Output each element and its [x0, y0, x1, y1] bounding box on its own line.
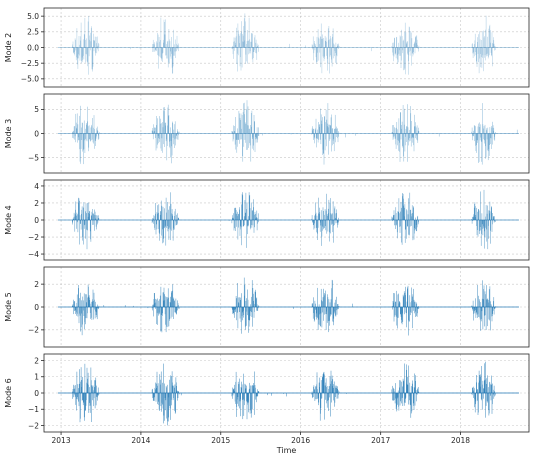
signal-trace [72, 189, 496, 250]
y-tick-label: −2.5 [21, 59, 39, 68]
panel-frame [43, 179, 530, 261]
y-tick-label: −2 [28, 326, 39, 335]
y-axis-label: Mode 6 [4, 378, 13, 407]
panel-frame [43, 266, 530, 348]
y-axis-label: Mode 2 [4, 33, 13, 62]
y-tick-label: 5 [34, 105, 39, 114]
panel-2: −5 0 5 Mode 3 [4, 93, 530, 174]
x-tick-label: 2016 [291, 436, 310, 445]
y-axis-label: Mode 4 [4, 205, 13, 234]
y-tick-label: 0 [34, 389, 39, 398]
panel-frame [43, 353, 530, 433]
y-tick-label: 5.0 [27, 12, 39, 21]
panel-frame [43, 7, 530, 88]
signal-trace [72, 277, 496, 336]
signal-trace [72, 13, 496, 75]
y-tick-label: 2 [34, 356, 39, 365]
y-axis-label: Mode 3 [4, 119, 13, 148]
y-tick-label: −1 [28, 405, 39, 414]
y-tick-label: 2 [34, 280, 39, 289]
y-axis-label: Mode 5 [4, 292, 13, 321]
panel-frame [43, 93, 530, 174]
y-tick-label: −5.0 [21, 75, 39, 84]
panel-1: −5.0 −2.5 0.0 2.5 5.0 Mode 2 [4, 7, 530, 88]
y-tick-label: 2.5 [27, 28, 39, 37]
x-tick-label: 2014 [131, 436, 150, 445]
x-tick-label: 2013 [52, 436, 71, 445]
x-axis-label: Time [276, 446, 297, 455]
y-tick-label: 0 [34, 129, 39, 138]
y-tick-label: 0 [34, 216, 39, 225]
y-tick-label: 0 [34, 303, 39, 312]
y-tick-label: 2 [34, 199, 39, 208]
y-tick-label: −5 [28, 153, 39, 162]
x-tick-label: 2015 [211, 436, 230, 445]
y-tick-label: −4 [28, 250, 39, 259]
signal-trace [72, 100, 518, 165]
x-tick-label: 2017 [371, 436, 390, 445]
y-tick-label: 0.0 [27, 43, 39, 52]
panel-3: −4 −2 0 2 4 Mode 4 [4, 179, 530, 261]
panel-5: −2 −1 0 1 2 Mode 6 [4, 353, 530, 433]
x-axis: 2013 2014 2015 2016 2017 2018 Time [52, 432, 470, 455]
y-tick-label: 4 [34, 182, 39, 191]
y-tick-label: 1 [34, 373, 39, 382]
y-tick-label: −2 [28, 421, 39, 430]
panel-4: −2 0 2 Mode 5 [4, 266, 530, 348]
y-tick-label: −2 [28, 233, 39, 242]
x-tick-label: 2018 [451, 436, 470, 445]
signal-trace [72, 361, 496, 426]
